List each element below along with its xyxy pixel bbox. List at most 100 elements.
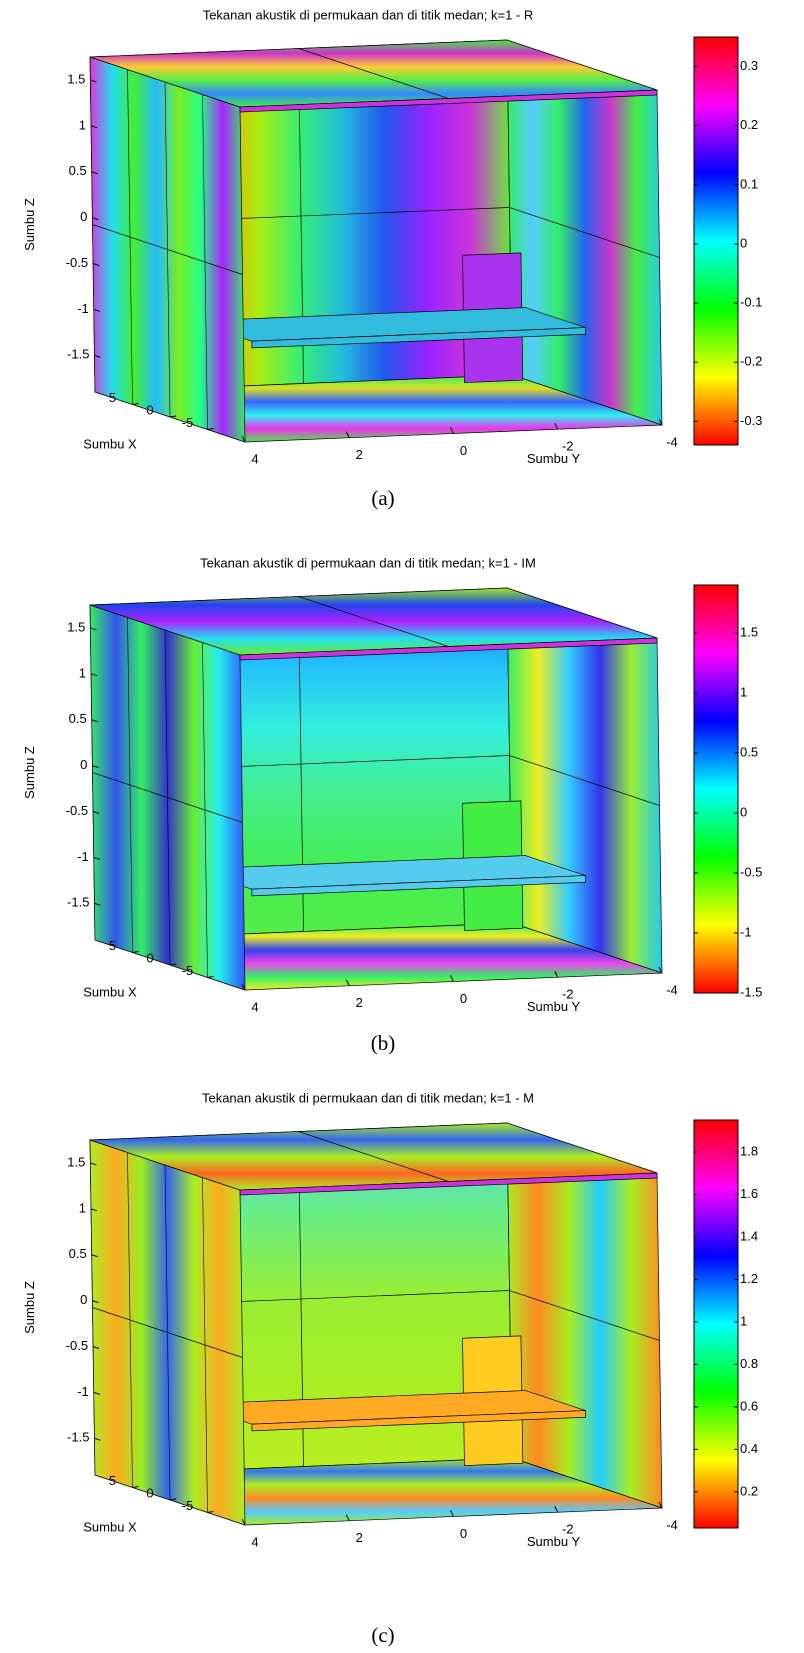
y-tick-label: 4 xyxy=(251,451,258,466)
z-tick-label: -0.5 xyxy=(66,803,88,818)
mesh-line xyxy=(298,596,449,647)
z-tick-label: 0.5 xyxy=(69,711,87,726)
mesh-line xyxy=(164,629,171,966)
y-tick-label: -2 xyxy=(562,439,574,454)
z-tick xyxy=(94,902,101,906)
mesh-line xyxy=(127,617,133,953)
x-tick-label: 0 xyxy=(146,1485,153,1500)
z-tick-label: -1.5 xyxy=(67,1430,89,1445)
y-tick-label: -2 xyxy=(562,1522,574,1537)
colorbar-tick-label: 0 xyxy=(740,804,747,819)
z-tick xyxy=(90,673,98,677)
x-tick xyxy=(132,1486,139,1488)
z-tick xyxy=(92,263,100,266)
y-axis-label: Sumbu Y xyxy=(527,1534,581,1549)
y-tick xyxy=(450,975,454,982)
y-tick-label: -4 xyxy=(666,434,678,449)
x-tick xyxy=(169,963,177,966)
z-tick-label: -0.5 xyxy=(66,255,88,270)
mesh-line xyxy=(298,1131,449,1182)
z-tick xyxy=(92,811,100,814)
x-tick-label: 0 xyxy=(146,950,153,965)
y-tick-label: -4 xyxy=(666,1517,678,1532)
z-tick-label: -1 xyxy=(77,1384,89,1399)
x-tick-label: -5 xyxy=(182,415,194,430)
y-tick xyxy=(345,431,350,438)
y-axis-label: Sumbu Y xyxy=(527,451,581,466)
z-tick xyxy=(90,79,97,83)
colorbar xyxy=(693,584,739,994)
z-tick-label: 0 xyxy=(80,1292,87,1307)
y-tick xyxy=(658,418,663,426)
z-tick xyxy=(94,354,101,358)
colorbar-tick-label: 0.6 xyxy=(740,1398,758,1413)
y-tick xyxy=(345,979,350,986)
y-tick xyxy=(554,971,559,978)
colorbar-tick-label: 1 xyxy=(740,684,747,699)
z-tick-label: 0.5 xyxy=(69,1246,87,1261)
y-tick xyxy=(241,983,246,991)
mesh-line xyxy=(298,48,449,99)
y-tick xyxy=(450,1510,454,1517)
z-tick xyxy=(92,765,99,769)
z-tick-label: 0 xyxy=(80,757,87,772)
plate-edge xyxy=(251,327,586,349)
z-tick xyxy=(90,125,98,129)
z-tick xyxy=(91,171,98,175)
x-tick-label: 0 xyxy=(146,402,153,417)
front-rim xyxy=(239,637,658,661)
mesh-line xyxy=(127,69,133,405)
colorbar-tick-label: 1.5 xyxy=(740,624,758,639)
front-rim xyxy=(239,89,658,113)
z-tick-label: -1.5 xyxy=(67,895,89,910)
y-tick-label: -4 xyxy=(666,982,678,997)
colorbar xyxy=(693,1119,739,1529)
z-tick xyxy=(93,1391,100,1395)
colorbar-tick-label: 0.8 xyxy=(740,1356,758,1371)
colorbar-tick-label: 1.6 xyxy=(740,1186,758,1201)
x-tick xyxy=(169,1498,177,1501)
caption: (a) xyxy=(371,486,394,510)
mesh-line xyxy=(202,1177,208,1513)
z-tick xyxy=(90,1162,97,1166)
colorbar-tick-label: -1 xyxy=(740,924,752,939)
mesh-line xyxy=(202,94,208,430)
plot-1 xyxy=(89,587,663,991)
y-tick-label: 0 xyxy=(460,1526,467,1541)
colorbar-tick-label: 0.1 xyxy=(740,176,758,191)
mesh-line xyxy=(127,1152,133,1488)
y-tick-label: 4 xyxy=(251,999,258,1014)
colorbar-tick-label: -0.5 xyxy=(740,864,762,879)
colorbar-tick-label: 1.8 xyxy=(740,1143,758,1158)
y-tick xyxy=(658,1501,663,1509)
z-tick-label: 1 xyxy=(79,117,86,132)
colorbar-tick-label: -0.3 xyxy=(740,413,762,428)
y-tick-label: 4 xyxy=(251,1534,258,1549)
z-tick-label: 1.5 xyxy=(67,71,85,86)
z-axis-label: Sumbu Z xyxy=(22,746,37,799)
colorbar-tick-label: 0.4 xyxy=(740,1441,758,1456)
y-tick xyxy=(658,966,663,974)
colorbar-tick-label: 0 xyxy=(740,235,747,250)
z-tick-label: 1.5 xyxy=(67,1154,85,1169)
x-tick xyxy=(132,403,139,405)
caption: (b) xyxy=(371,1031,396,1055)
y-tick xyxy=(450,427,454,434)
chart-title: Tekanan akustik di permukaan dan di titi… xyxy=(203,7,534,22)
z-tick xyxy=(90,1208,98,1212)
mesh-line xyxy=(202,642,208,978)
x-axis-label: Sumbu X xyxy=(83,436,137,451)
caption: (c) xyxy=(371,1623,394,1647)
y-tick xyxy=(241,435,246,443)
y-tick-label: 0 xyxy=(460,991,467,1006)
plate-edge xyxy=(251,875,586,897)
colorbar-tick-label: 1 xyxy=(740,1313,747,1328)
x-tick-label: 5 xyxy=(109,1473,116,1488)
z-tick-label: 1 xyxy=(79,1200,86,1215)
chart-title: Tekanan akustik di permukaan dan di titi… xyxy=(200,555,536,570)
x-tick-label: 5 xyxy=(109,390,116,405)
z-tick xyxy=(90,627,97,631)
colorbar-tick-label: 1.2 xyxy=(740,1271,758,1286)
